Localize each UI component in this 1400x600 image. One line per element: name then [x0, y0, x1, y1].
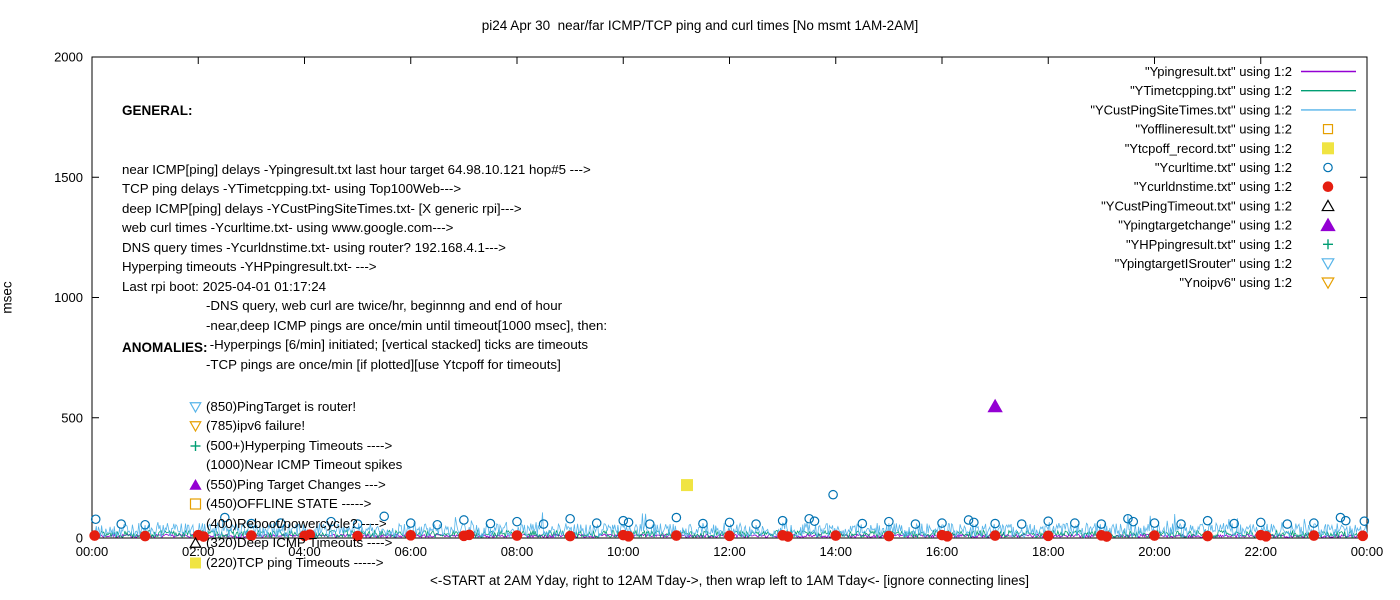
legend-label: "Ypingresult.txt" using 1:2: [1145, 64, 1292, 79]
x-tick-label: 00:00: [76, 544, 109, 559]
legend-label: "Ytcpoff_record.txt" using 1:2: [1125, 141, 1292, 156]
legend-marker-sample: [1322, 123, 1334, 135]
general-annotations: GENERAL: near ICMP[ping] delays -Ypingre…: [122, 62, 607, 374]
general-indented-line: -DNS query, web curl are twice/hr, begin…: [206, 298, 563, 313]
square-filled-icon: [188, 556, 203, 570]
plus-icon: [188, 439, 203, 453]
anomaly-item: (450)OFFLINE STATE ----->: [122, 494, 402, 514]
triangle-up-open-icon: [188, 536, 203, 550]
anomaly-text: (850)PingTarget is router!: [206, 398, 357, 414]
legend-label: "YTimetcpping.txt" using 1:2: [1130, 83, 1292, 98]
x-tick-label: 06:00: [394, 544, 427, 559]
x-tick-label: 20:00: [1138, 544, 1171, 559]
anomaly-text: (320)Deep ICMP Timeouts ---->: [206, 535, 393, 550]
general-line: DNS query times -Ycurldnstime.txt- using…: [122, 239, 506, 255]
x-tick-label: 12:00: [713, 544, 746, 559]
square-open-icon: [188, 497, 203, 511]
anomaly-item: (400)Reboot/powercycle? ---->: [122, 514, 402, 534]
general-line: Hyperping timeouts -YHPpingresult.txt- -…: [122, 259, 377, 274]
legend-label: "YHPpingresult.txt" using 1:2: [1126, 237, 1292, 252]
anomaly-text: (500+)Hyperping Timeouts ---->: [206, 437, 393, 453]
general-header: GENERAL:: [122, 103, 193, 118]
y-tick-label: 500: [61, 410, 83, 425]
general-line: deep ICMP[ping] delays -YCustPingSiteTim…: [122, 200, 522, 216]
legend-marker-sample: [1322, 181, 1334, 192]
x-tick-label: 04:00: [288, 544, 321, 559]
legend-label: "YpingtargetISrouter" using 1:2: [1115, 256, 1292, 271]
x-tick-label: 16:00: [926, 544, 959, 559]
general-line: Last rpi boot: 2025-04-01 01:17:24: [122, 278, 327, 294]
x-tick-label: 00:00: [1351, 544, 1384, 559]
legend-label: "YCustPingTimeout.txt" using 1:2: [1101, 198, 1292, 213]
anomalies-annotations: ANOMALIES: (850)PingTarget is router! (78…: [122, 299, 402, 572]
anomaly-text: (1000)Near ICMP Timeout spikes: [206, 457, 403, 472]
series-5: [90, 489, 1370, 530]
legend-marker-sample: [1321, 258, 1335, 271]
y-tick-label: 0: [76, 531, 83, 546]
general-indented-line: -TCP pings are once/min [if plotted][use…: [206, 356, 561, 372]
anomaly-text: (400)Reboot/powercycle? ---->: [206, 515, 387, 531]
general-indented-line: -near,deep ICMP pings are once/min until…: [206, 317, 608, 333]
legend-marker-sample: [1323, 162, 1333, 173]
triangle-down-open-icon: [188, 419, 203, 433]
x-tick-label: 14:00: [819, 544, 852, 559]
general-indented-line: -Hyperpings [6/min] initiated; [vertical…: [206, 337, 589, 352]
x-tick-label: 10:00: [607, 544, 640, 559]
x-tick-label: 18:00: [1032, 544, 1065, 559]
legend-label: "Ycurldnstime.txt" using 1:2: [1134, 179, 1292, 194]
triangle-down-open-icon: [188, 400, 203, 414]
anomaly-text: (450)OFFLINE STATE ----->: [206, 496, 372, 511]
x-axis-ticks: 00:00 02:00 04:00 06:00 08:00 10:00 12:00 14:00…: [76, 57, 1384, 559]
anomaly-item: (785)ipv6 failure!: [122, 416, 402, 436]
anomaly-item: (850)PingTarget is router!: [122, 397, 402, 417]
triangle-up-filled-icon: [188, 478, 203, 492]
anomalies-header: ANOMALIES:: [122, 340, 208, 355]
legend-marker-sample: [1321, 199, 1335, 212]
series-8: [987, 398, 1003, 413]
legend-label: "Ypingtargetchange" using 1:2: [1118, 218, 1292, 233]
series-4: [681, 479, 693, 492]
legend-marker-sample: [1322, 142, 1334, 155]
anomaly-text: (785)ipv6 failure!: [206, 418, 306, 433]
legend-marker-sample: [1320, 217, 1336, 232]
legend-label: "Ycurltime.txt" using 1:2: [1155, 160, 1292, 175]
x-tick-label: 22:00: [1244, 544, 1277, 559]
general-line: web curl times -Ycurltime.txt- using www…: [122, 220, 454, 235]
y-axis-ticks: 0 500 1000 1500 2000: [54, 50, 1367, 546]
legend: "Ypingresult.txt" using 1:2 "YTimetcpping…: [1090, 64, 1356, 290]
anomaly-item: (1000)Near ICMP Timeout spikes: [122, 455, 402, 475]
anomaly-item: (550)Ping Target Changes --->: [122, 475, 402, 495]
y-tick-label: 2000: [54, 50, 83, 65]
legend-marker-sample: [1323, 239, 1333, 250]
series-6: [89, 529, 1369, 542]
legend-label: "Yofflineresult.txt" using 1:2: [1135, 122, 1292, 137]
general-line: near ICMP[ping] delays -Ypingresult.txt …: [122, 161, 591, 177]
anomaly-item: (320)Deep ICMP Timeouts ---->: [122, 533, 402, 553]
legend-marker-sample: [1321, 277, 1335, 290]
y-tick-label: 1000: [54, 290, 83, 305]
legend-label: "Ynoipv6" using 1:2: [1179, 275, 1292, 290]
anomaly-item: (500+)Hyperping Timeouts ---->: [122, 436, 402, 456]
chart-title: pi24 Apr 30 near/far ICMP/TCP ping and c…: [481, 18, 919, 33]
x-tick-label: 08:00: [501, 544, 534, 559]
anomaly-text: (550)Ping Target Changes --->: [206, 476, 386, 492]
x-axis-label: <-START at 2AM Yday, right to 12AM Tday-…: [430, 573, 1029, 588]
legend-label: "YCustPingSiteTimes.txt" using 1:2: [1090, 102, 1292, 117]
general-line: TCP ping delays -YTimetcpping.txt- using…: [122, 181, 462, 196]
anomaly-text: (220)TCP ping Timeouts ----->: [206, 554, 384, 570]
y-tick-label: 1500: [54, 170, 83, 185]
anomaly-item: (220)TCP ping Timeouts ----->: [122, 553, 402, 573]
